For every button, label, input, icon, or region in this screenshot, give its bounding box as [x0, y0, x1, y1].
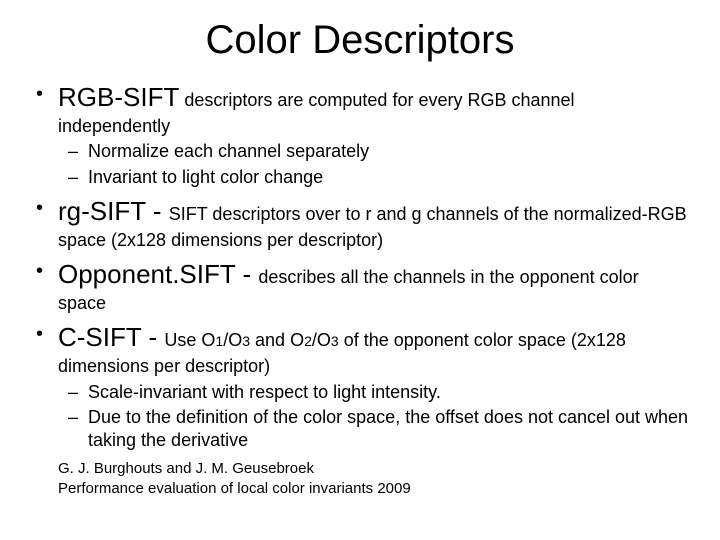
bullet-rg-sift: rg-SIFT - SIFT descriptors over to r and… [30, 195, 690, 252]
term: C-SIFT [58, 322, 141, 352]
ref-line: Performance evaluation of local color in… [58, 479, 690, 499]
sub-item: Normalize each channel separately [58, 140, 690, 163]
sub-list: Normalize each channel separately Invari… [58, 140, 690, 189]
dash: - [146, 196, 169, 226]
desc: /O [223, 330, 242, 350]
desc: Use O [164, 330, 215, 350]
desc: /O [312, 330, 331, 350]
dash: - [141, 322, 164, 352]
subscript: 3 [242, 333, 250, 349]
desc: and O [250, 330, 304, 350]
sub-item: Scale-invariant with respect to light in… [58, 381, 690, 404]
subscript: 2 [304, 333, 312, 349]
term: RGB-SIFT [58, 82, 179, 112]
bullet-opponent-sift: Opponent.SIFT - describes all the channe… [30, 258, 690, 315]
ref-line: G. J. Burghouts and J. M. Geusebroek [58, 459, 690, 479]
bullet-c-sift: C-SIFT - Use O1/O3 and O2/O3 of the oppo… [30, 321, 690, 452]
slide: Color Descriptors RGB-SIFT descriptors a… [0, 0, 720, 509]
term: rg-SIFT [58, 196, 146, 226]
slide-title: Color Descriptors [30, 18, 690, 63]
sub-item: Due to the definition of the color space… [58, 406, 690, 453]
term: Opponent.SIFT [58, 259, 235, 289]
bullet-rgb-sift: RGB-SIFT descriptors are computed for ev… [30, 81, 690, 189]
sub-list: Scale-invariant with respect to light in… [58, 381, 690, 453]
bullet-list: RGB-SIFT descriptors are computed for ev… [30, 81, 690, 453]
subscript: 3 [331, 333, 339, 349]
references: G. J. Burghouts and J. M. Geusebroek Per… [30, 459, 690, 500]
sub-item: Invariant to light color change [58, 166, 690, 189]
dash: - [235, 259, 258, 289]
